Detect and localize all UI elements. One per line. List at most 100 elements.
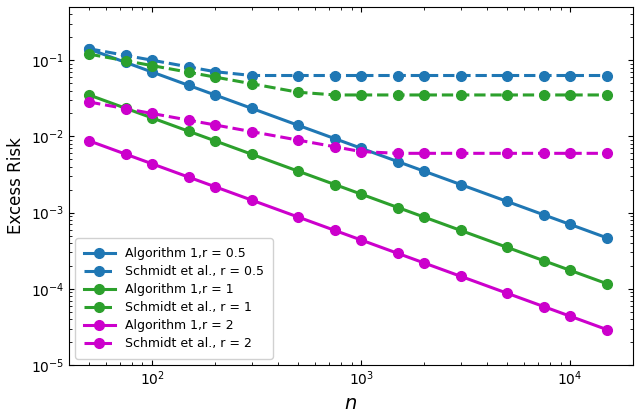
Schmidt et al., r = 1 bbox=[457, 92, 465, 97]
Algorithm 1,r = 0.5 bbox=[603, 235, 611, 240]
Algorithm 1,r = 2 bbox=[211, 184, 219, 189]
Algorithm 1,r = 2 bbox=[566, 314, 574, 319]
Algorithm 1,r = 1 bbox=[85, 92, 93, 97]
Algorithm 1,r = 0.5 bbox=[185, 83, 193, 88]
Schmidt et al., r = 0.5 bbox=[566, 73, 574, 78]
Algorithm 1,r = 0.5 bbox=[122, 60, 130, 65]
Schmidt et al., r = 2 bbox=[211, 122, 219, 127]
Algorithm 1,r = 2 bbox=[540, 304, 548, 309]
Schmidt et al., r = 1 bbox=[185, 70, 193, 75]
Algorithm 1,r = 1 bbox=[603, 281, 611, 286]
Algorithm 1,r = 0.5 bbox=[211, 92, 219, 97]
Algorithm 1,r = 1 bbox=[148, 116, 156, 121]
Schmidt et al., r = 1 bbox=[357, 92, 365, 97]
Schmidt et al., r = 0.5 bbox=[331, 73, 339, 78]
Y-axis label: Excess Risk: Excess Risk bbox=[7, 138, 25, 234]
Legend: Algorithm 1,r = 0.5, Schmidt et al., r = 0.5, Algorithm 1,r = 1, Schmidt et al.,: Algorithm 1,r = 0.5, Schmidt et al., r =… bbox=[75, 238, 273, 359]
Schmidt et al., r = 1 bbox=[566, 92, 574, 97]
Schmidt et al., r = 0.5 bbox=[248, 73, 255, 78]
Algorithm 1,r = 0.5 bbox=[566, 222, 574, 227]
Schmidt et al., r = 0.5 bbox=[357, 73, 365, 78]
Algorithm 1,r = 2 bbox=[457, 274, 465, 279]
Algorithm 1,r = 0.5 bbox=[248, 106, 255, 111]
Algorithm 1,r = 0.5 bbox=[394, 159, 402, 164]
Algorithm 1,r = 1 bbox=[185, 129, 193, 134]
Schmidt et al., r = 0.5 bbox=[148, 58, 156, 63]
Algorithm 1,r = 1 bbox=[566, 268, 574, 273]
Algorithm 1,r = 0.5 bbox=[85, 47, 93, 52]
Algorithm 1,r = 1 bbox=[420, 215, 428, 220]
Algorithm 1,r = 2 bbox=[248, 198, 255, 203]
Schmidt et al., r = 2 bbox=[148, 111, 156, 116]
Algorithm 1,r = 2 bbox=[85, 138, 93, 143]
Schmidt et al., r = 2 bbox=[394, 151, 402, 156]
Schmidt et al., r = 2 bbox=[357, 149, 365, 154]
Algorithm 1,r = 1 bbox=[122, 106, 130, 111]
Schmidt et al., r = 2 bbox=[294, 138, 302, 143]
Schmidt et al., r = 1 bbox=[211, 74, 219, 79]
Line: Algorithm 1,r = 1: Algorithm 1,r = 1 bbox=[84, 90, 612, 289]
Schmidt et al., r = 1 bbox=[294, 90, 302, 95]
Schmidt et al., r = 1 bbox=[148, 63, 156, 68]
Algorithm 1,r = 1 bbox=[211, 138, 219, 143]
Schmidt et al., r = 0.5 bbox=[503, 73, 511, 78]
Algorithm 1,r = 2 bbox=[294, 215, 302, 220]
Line: Schmidt et al., r = 0.5: Schmidt et al., r = 0.5 bbox=[84, 44, 612, 80]
Schmidt et al., r = 0.5 bbox=[603, 73, 611, 78]
Algorithm 1,r = 0.5 bbox=[331, 136, 339, 141]
Schmidt et al., r = 2 bbox=[566, 151, 574, 156]
Schmidt et al., r = 1 bbox=[603, 92, 611, 97]
Schmidt et al., r = 2 bbox=[503, 151, 511, 156]
Schmidt et al., r = 0.5 bbox=[420, 73, 428, 78]
Algorithm 1,r = 1 bbox=[357, 192, 365, 197]
Algorithm 1,r = 1 bbox=[294, 169, 302, 174]
Schmidt et al., r = 2 bbox=[248, 129, 255, 134]
Schmidt et al., r = 0.5 bbox=[85, 46, 93, 51]
Algorithm 1,r = 2 bbox=[148, 161, 156, 166]
Algorithm 1,r = 1 bbox=[457, 228, 465, 233]
Schmidt et al., r = 2 bbox=[85, 100, 93, 105]
Schmidt et al., r = 0.5 bbox=[540, 73, 548, 78]
Algorithm 1,r = 1 bbox=[394, 205, 402, 210]
Algorithm 1,r = 0.5 bbox=[148, 69, 156, 74]
Schmidt et al., r = 1 bbox=[248, 81, 255, 86]
Algorithm 1,r = 0.5 bbox=[357, 146, 365, 151]
Schmidt et al., r = 1 bbox=[420, 92, 428, 97]
Schmidt et al., r = 2 bbox=[331, 144, 339, 150]
Schmidt et al., r = 2 bbox=[122, 106, 130, 111]
Schmidt et al., r = 0.5 bbox=[294, 73, 302, 78]
Line: Schmidt et al., r = 1: Schmidt et al., r = 1 bbox=[84, 49, 612, 100]
Schmidt et al., r = 0.5 bbox=[122, 53, 130, 58]
X-axis label: $n$: $n$ bbox=[344, 394, 358, 413]
Algorithm 1,r = 0.5 bbox=[503, 199, 511, 204]
Line: Algorithm 1,r = 2: Algorithm 1,r = 2 bbox=[84, 136, 612, 334]
Schmidt et al., r = 2 bbox=[420, 151, 428, 156]
Schmidt et al., r = 2 bbox=[457, 151, 465, 156]
Schmidt et al., r = 1 bbox=[122, 58, 130, 63]
Algorithm 1,r = 2 bbox=[331, 228, 339, 233]
Algorithm 1,r = 0.5 bbox=[457, 182, 465, 187]
Algorithm 1,r = 2 bbox=[603, 327, 611, 332]
Schmidt et al., r = 1 bbox=[540, 92, 548, 97]
Algorithm 1,r = 2 bbox=[503, 291, 511, 296]
Schmidt et al., r = 2 bbox=[540, 151, 548, 156]
Schmidt et al., r = 1 bbox=[85, 52, 93, 57]
Line: Algorithm 1,r = 0.5: Algorithm 1,r = 0.5 bbox=[84, 44, 612, 243]
Schmidt et al., r = 1 bbox=[331, 92, 339, 97]
Schmidt et al., r = 0.5 bbox=[211, 69, 219, 74]
Algorithm 1,r = 2 bbox=[420, 260, 428, 265]
Algorithm 1,r = 1 bbox=[331, 182, 339, 187]
Schmidt et al., r = 0.5 bbox=[185, 64, 193, 69]
Algorithm 1,r = 0.5 bbox=[294, 123, 302, 128]
Schmidt et al., r = 0.5 bbox=[394, 73, 402, 78]
Schmidt et al., r = 1 bbox=[503, 92, 511, 97]
Line: Schmidt et al., r = 2: Schmidt et al., r = 2 bbox=[84, 97, 612, 158]
Algorithm 1,r = 2 bbox=[394, 251, 402, 256]
Algorithm 1,r = 1 bbox=[248, 152, 255, 157]
Schmidt et al., r = 2 bbox=[185, 118, 193, 123]
Schmidt et al., r = 0.5 bbox=[457, 73, 465, 78]
Algorithm 1,r = 1 bbox=[503, 245, 511, 250]
Algorithm 1,r = 2 bbox=[357, 237, 365, 242]
Algorithm 1,r = 1 bbox=[540, 258, 548, 263]
Algorithm 1,r = 2 bbox=[185, 175, 193, 180]
